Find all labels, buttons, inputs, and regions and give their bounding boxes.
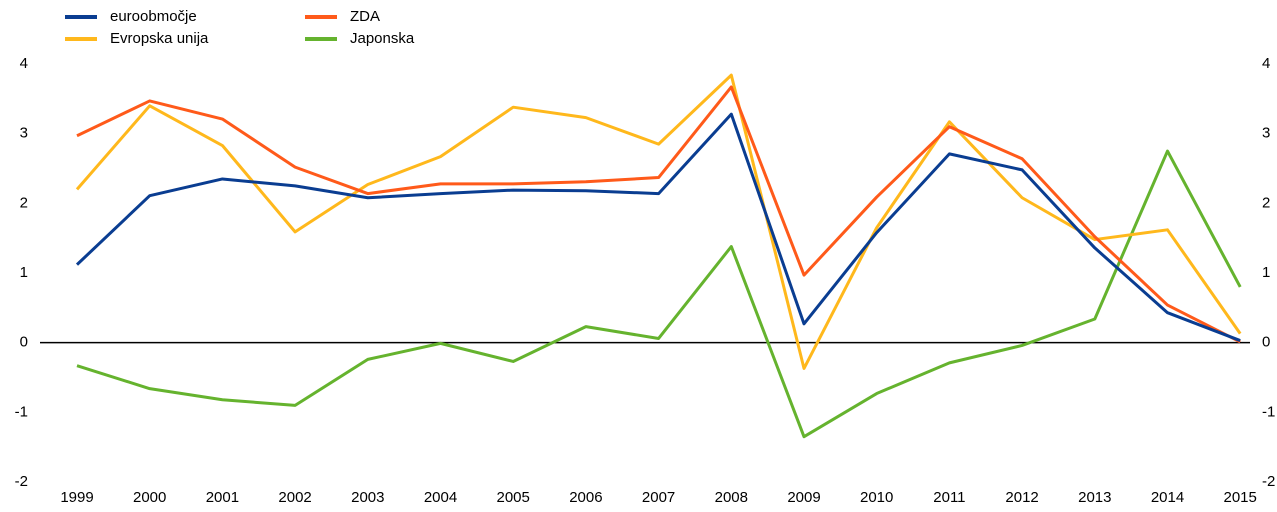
y2-tick-label: -1 [1262,403,1275,420]
series-line [75,73,1242,370]
x-tick-label: 2009 [787,489,820,506]
x-tick-label: 1999 [60,489,93,506]
y-tick-label: 0 [20,334,28,351]
y2-tick-label: 3 [1262,125,1270,142]
y-tick-label: 3 [20,125,28,142]
series-line [75,112,1241,342]
x-tick-label: 2014 [1151,489,1184,506]
legend-label: euroobmočje [110,8,197,25]
x-tick-label: 2006 [569,489,602,506]
y2-tick-label: 4 [1262,55,1270,72]
x-tick-label: 2007 [642,489,675,506]
legend-label: ZDA [350,8,380,25]
x-tick-label: 2008 [715,489,748,506]
y2-tick-label: 1 [1262,264,1270,281]
x-tick-label: 2012 [1005,489,1038,506]
legend-label: Evropska unija [110,30,209,47]
x-tick-label: 2015 [1224,489,1257,506]
x-tick-label: 2000 [133,489,166,506]
y2-tick-label: 2 [1262,194,1270,211]
series-line [76,149,1242,439]
x-tick-label: 2003 [351,489,384,506]
x-tick-label: 2010 [860,489,893,506]
x-tick-label: 2005 [497,489,530,506]
x-tick-label: 2013 [1078,489,1111,506]
x-tick-label: 2002 [278,489,311,506]
y2-tick-label: -2 [1262,473,1275,490]
y-tick-label: 2 [20,194,28,211]
x-tick-label: 2011 [933,489,965,506]
y-tick-label: 4 [20,55,28,72]
y-tick-label: -2 [15,473,28,490]
x-tick-label: 2001 [206,489,239,506]
series-line [76,85,1241,344]
x-tick-label: 2004 [424,489,457,506]
legend-label: Japonska [350,30,415,47]
y-tick-label: -1 [15,403,28,420]
y-tick-label: 1 [20,264,28,281]
y2-tick-label: 0 [1262,334,1270,351]
